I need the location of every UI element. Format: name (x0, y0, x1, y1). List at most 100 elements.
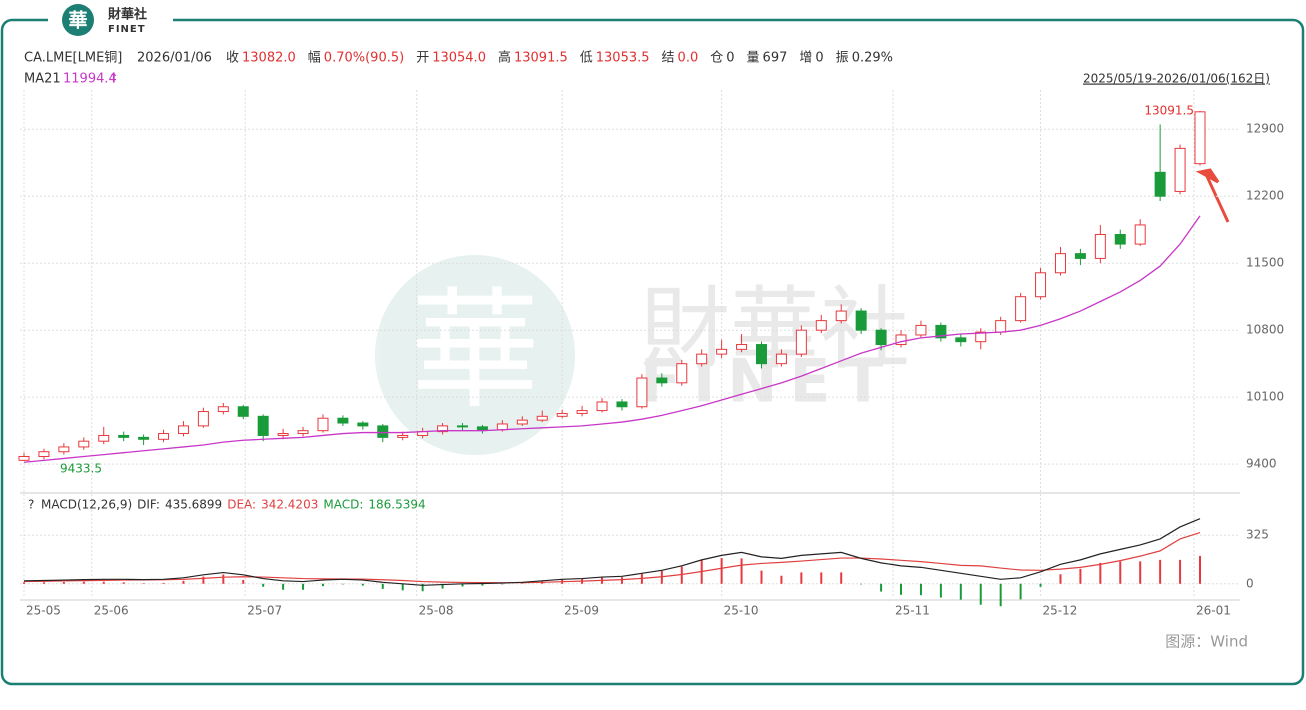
candle-body (576, 410, 588, 414)
candle-body (297, 430, 309, 435)
candle-body (895, 334, 907, 346)
candle-body (755, 344, 767, 365)
candle-body (716, 348, 728, 355)
help-icon[interactable]: ? (28, 498, 34, 512)
symbol: CA.LME[LME铜] (24, 51, 122, 66)
item-value: 697 (763, 51, 788, 66)
watermark-circle (375, 255, 575, 455)
item-label: 收 (226, 51, 239, 66)
candle-body (875, 329, 887, 346)
ma-label: MA21 (24, 72, 61, 87)
candle-body (1015, 296, 1027, 322)
candle-body (317, 417, 329, 432)
candle-body (1114, 233, 1126, 245)
y-tick-label: 12900 (1246, 122, 1284, 136)
macd-header: DIF: (137, 498, 160, 512)
y-tick-label: 12200 (1246, 189, 1284, 203)
item-label: 结 (662, 51, 675, 66)
candle-body (1074, 253, 1086, 259)
item-label: 幅 (308, 51, 321, 66)
logo-sub: FINET (108, 24, 146, 35)
item-value: 0.29% (852, 51, 893, 66)
source: 图源：Wind (1165, 633, 1248, 651)
item-label: 振 (836, 51, 849, 66)
candle-body (915, 324, 927, 336)
candle-body (58, 446, 70, 453)
candle-body (636, 377, 648, 408)
y-tick-label: 10800 (1246, 323, 1284, 337)
item-value: 0 (815, 51, 823, 66)
candle-body (1174, 147, 1186, 192)
candle-body (18, 456, 30, 461)
y-tick-label: 11500 (1246, 256, 1284, 270)
watermark: 華 財華社 FINET (375, 255, 910, 455)
item-value: 0.70%(90.5) (324, 51, 404, 66)
candle-body (596, 401, 608, 412)
macd-header: MACD(12,26,9) (41, 498, 132, 512)
candle-body (536, 415, 548, 421)
candle-body (476, 426, 488, 431)
macd-header: 186.5394 (368, 498, 425, 512)
y-tick-label: 325 (1246, 528, 1269, 542)
ma-trend: ↑ (108, 72, 119, 87)
min-label: 9433.5 (60, 461, 102, 475)
candle-body (496, 423, 508, 431)
candle-body (1054, 253, 1066, 274)
logo-name: 財華社 (107, 7, 147, 23)
candle-body (1094, 233, 1106, 259)
item-value: 0.0 (678, 51, 699, 66)
macd-header: MACD: (323, 498, 363, 512)
candle-body (38, 451, 50, 458)
x-tick-label: 25-06 (94, 604, 129, 618)
candle-body (676, 363, 688, 384)
candle-body (975, 331, 987, 343)
macd-header: 435.6899 (165, 498, 222, 512)
item-value: 0 (726, 51, 734, 66)
candle-body (118, 434, 130, 438)
y-tick-label: 10100 (1246, 390, 1284, 404)
macd-header: 342.4203 (261, 498, 318, 512)
candle-body (935, 324, 947, 339)
candle-body (1035, 272, 1047, 298)
candle-body (197, 411, 209, 427)
candle-body (855, 310, 867, 331)
candle-body (377, 425, 389, 438)
candle-body (815, 320, 827, 331)
candle-body (158, 433, 170, 440)
candle-body (177, 425, 189, 435)
candle-body (516, 419, 528, 425)
candle-body (616, 401, 628, 408)
x-tick-label: 25-09 (564, 604, 599, 618)
candle-body (1194, 111, 1206, 165)
candle-body (457, 425, 469, 428)
x-tick-label: 26-01 (1196, 604, 1231, 618)
item-value: 13082.0 (242, 51, 296, 66)
watermark-mark: 華 (410, 275, 540, 427)
x-tick-label: 25-07 (247, 604, 282, 618)
x-tick-label: 25-10 (724, 604, 759, 618)
item-label: 量 (747, 51, 760, 66)
item-value: 13091.5 (514, 51, 568, 66)
frame (0, 18, 1305, 686)
x-tick-label: 25-08 (419, 604, 454, 618)
item-label: 增 (799, 51, 812, 66)
candle-body (138, 436, 150, 440)
candle-body (556, 412, 568, 417)
arrow (1195, 168, 1230, 223)
candle-body (78, 440, 90, 448)
x-tick-label: 25-11 (895, 604, 930, 618)
item-label: 仓 (710, 51, 723, 66)
candle-body (795, 329, 807, 355)
ma-line (23, 215, 1201, 463)
candle-body (217, 406, 229, 413)
y-tick-label: 0 (1246, 576, 1254, 590)
candle-body (397, 434, 409, 438)
item-label: 开 (416, 51, 429, 66)
candle-body (775, 353, 787, 365)
candle-body (98, 434, 110, 442)
candle-body (237, 406, 249, 417)
macd-header: DEA: (227, 498, 256, 512)
logo-mark: 華 (68, 9, 87, 32)
candle-body (1134, 224, 1146, 245)
